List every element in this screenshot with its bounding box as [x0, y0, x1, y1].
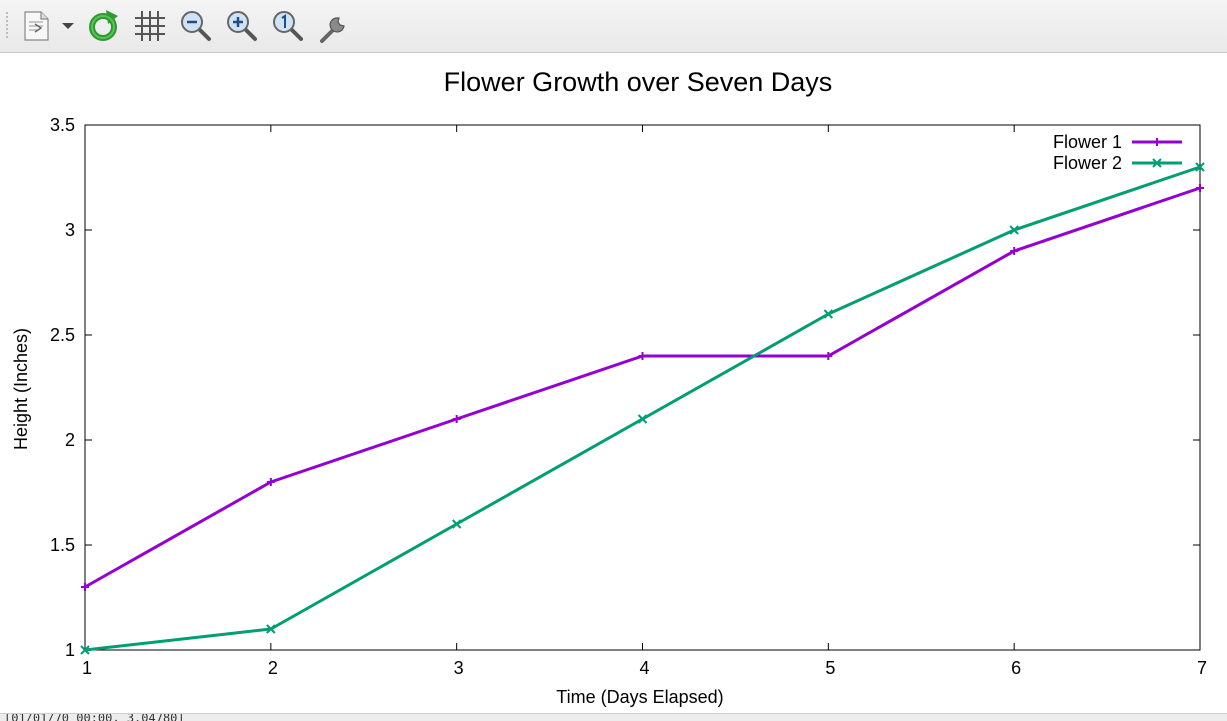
x-tick-label: 6 — [1011, 658, 1021, 678]
data-point — [638, 352, 647, 360]
x-tick-label: 1 — [82, 658, 92, 678]
data-point — [452, 415, 461, 423]
cursor-coordinates: [01/01/70 00:00, 3.04780] — [4, 713, 185, 721]
zoom-next-icon — [227, 11, 257, 41]
data-point — [1195, 162, 1205, 172]
legend-label: Flower 2 — [1053, 153, 1122, 173]
data-point — [81, 583, 89, 591]
replot-button[interactable] — [86, 8, 122, 44]
zoom-next-button[interactable] — [224, 8, 260, 44]
series-line-1 — [84, 186, 1201, 589]
plot-border — [84, 124, 1201, 651]
plot-area: Flower Growth over Seven Days Height (In… — [0, 53, 1227, 713]
series-2 — [80, 162, 1205, 655]
toolbar-grip[interactable] — [6, 12, 8, 40]
x-tick-label: 4 — [639, 658, 649, 678]
data-point — [266, 624, 276, 634]
y-tick-label: 1.5 — [50, 535, 75, 555]
data-point — [1196, 184, 1204, 192]
y-tick-label: 3 — [65, 220, 75, 240]
copy-to-clipboard-button[interactable] — [20, 8, 56, 44]
x-tick-label: 5 — [825, 658, 835, 678]
zoom-previous-button[interactable] — [178, 8, 214, 44]
grid-icon — [135, 11, 165, 41]
toggle-grid-button[interactable] — [132, 8, 168, 44]
data-point — [1010, 247, 1019, 255]
dropdown-arrow-icon — [62, 23, 74, 29]
unzoom-button[interactable] — [270, 8, 306, 44]
x-axis-label: Time (Days Elapsed) — [556, 687, 723, 707]
copy-to-clipboard-icon — [24, 11, 49, 41]
chart-title: Flower Growth over Seven Days — [444, 67, 833, 97]
y-tick-label: 2.5 — [50, 325, 75, 345]
y-tick-label: 2 — [65, 430, 75, 450]
x-tick-label: 7 — [1197, 658, 1207, 678]
line-chart: Flower Growth over Seven Days Height (In… — [11, 67, 1207, 707]
data-point — [824, 352, 833, 360]
toolbar — [0, 0, 1227, 53]
data-point — [451, 519, 462, 529]
data-point — [80, 645, 90, 655]
legend-swatch-marker — [1152, 158, 1162, 168]
preferences-wrench-icon — [320, 17, 345, 43]
legend-label: Flower 1 — [1053, 132, 1122, 152]
replot-icon — [89, 10, 118, 41]
legend-swatch-marker — [1153, 138, 1161, 146]
data-point — [266, 478, 275, 486]
series-line-2 — [84, 165, 1201, 652]
x-tick-label: 3 — [454, 658, 464, 678]
unzoom-icon — [273, 11, 303, 41]
data-point — [637, 414, 648, 424]
y-axis-label: Height (Inches) — [11, 328, 31, 450]
status-bar: [01/01/70 00:00, 3.04780] — [0, 713, 1227, 721]
zoom-previous-icon — [181, 11, 211, 41]
copy-dropdown-button[interactable] — [56, 8, 80, 44]
y-tick-label: 3.5 — [50, 115, 75, 135]
y-tick-label: 1 — [65, 640, 75, 660]
preferences-button[interactable] — [316, 8, 352, 44]
x-tick-label: 2 — [268, 658, 278, 678]
data-point — [1009, 225, 1019, 235]
series-1 — [81, 184, 1204, 591]
data-point — [823, 309, 834, 319]
